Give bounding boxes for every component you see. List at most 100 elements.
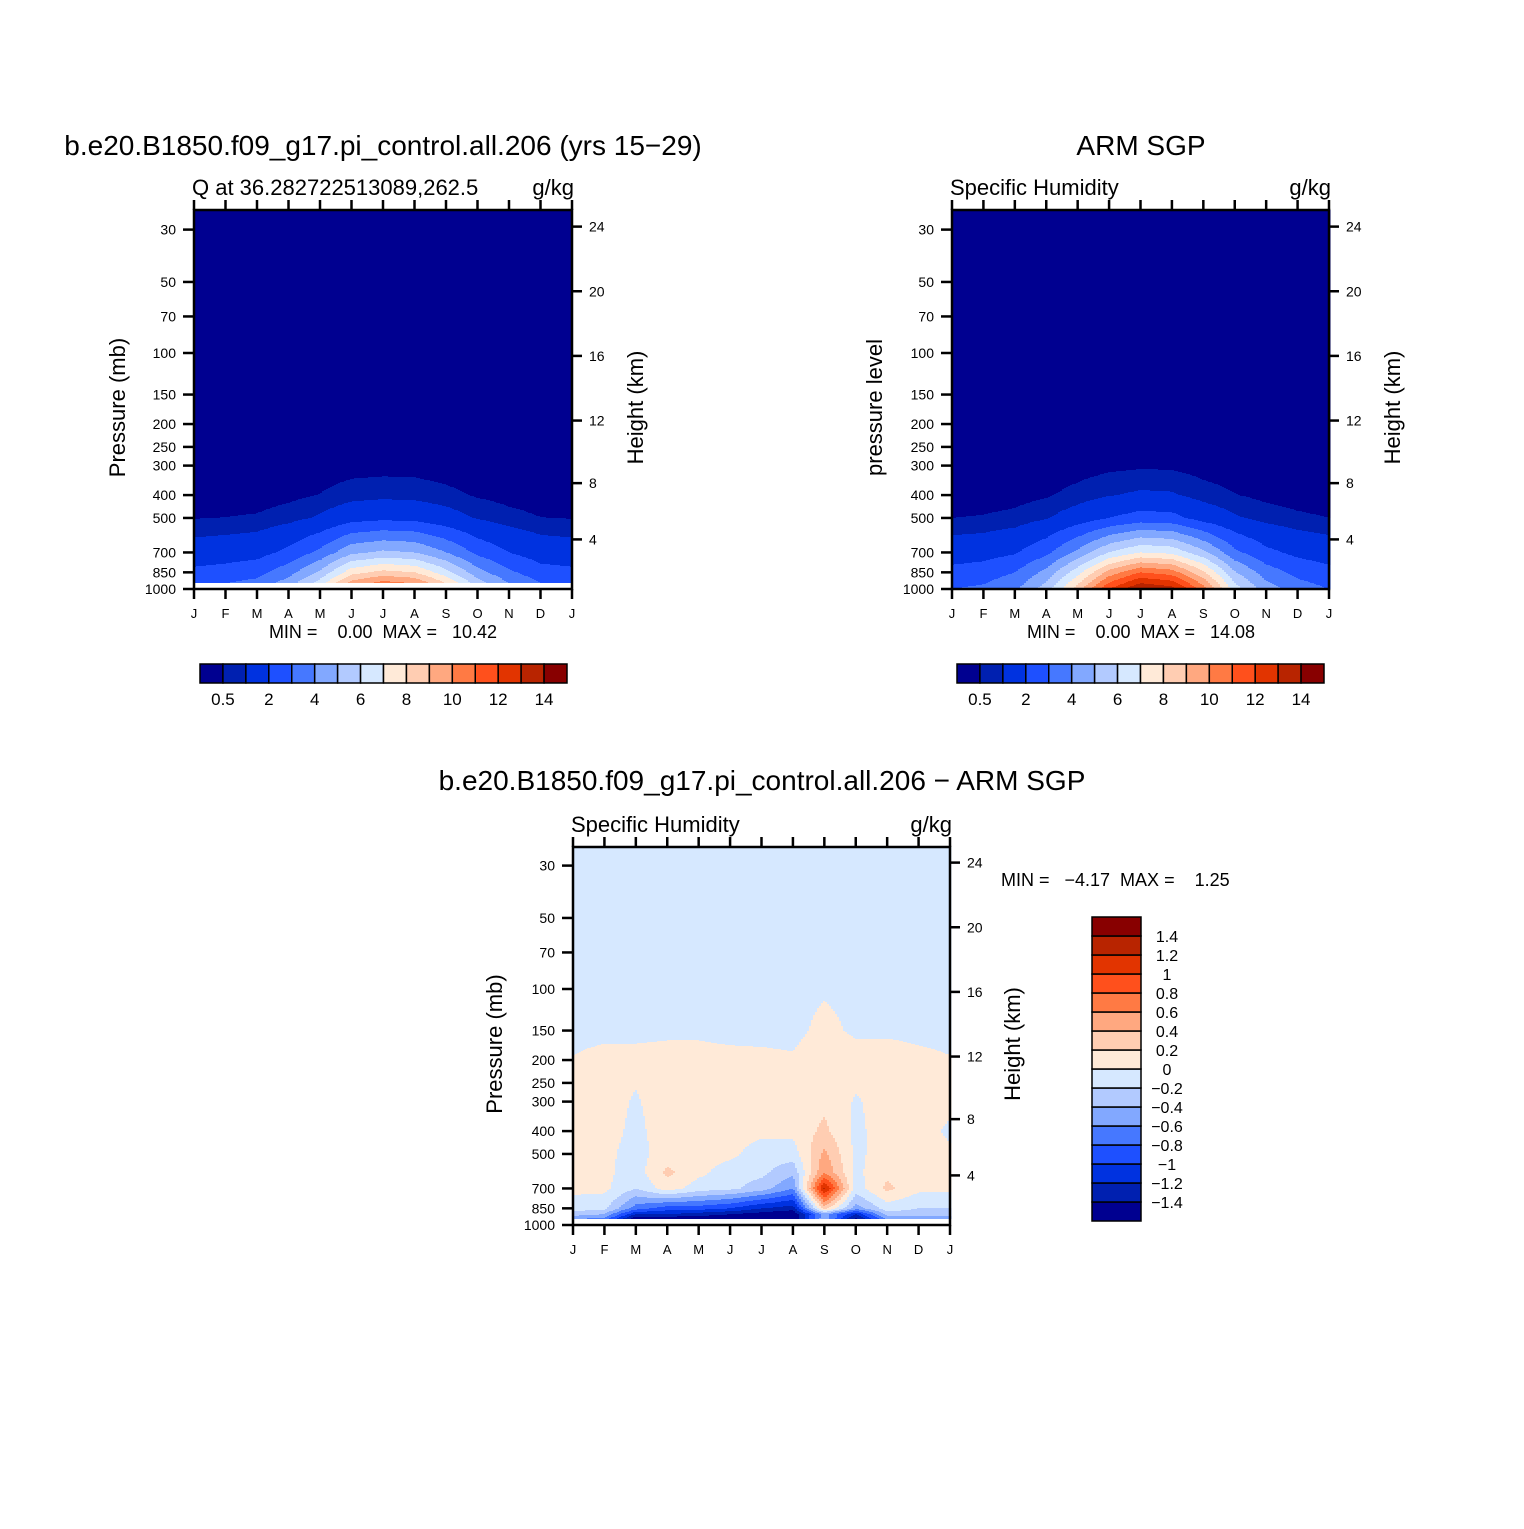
y-tick-label: 70 bbox=[918, 308, 934, 324]
colorbar-box bbox=[1255, 664, 1278, 683]
y-axis-label: pressure level bbox=[862, 339, 887, 476]
y-tick-label: 500 bbox=[153, 510, 177, 526]
colorbar-label: 14 bbox=[1292, 690, 1311, 709]
colorbar-box bbox=[1072, 664, 1095, 683]
colorbar-label: 10 bbox=[1200, 690, 1219, 709]
y2-tick-label: 16 bbox=[1346, 348, 1362, 364]
colorbar-label: 12 bbox=[489, 690, 508, 709]
x-tick-label: J bbox=[1106, 606, 1113, 621]
colorbar-box bbox=[1026, 664, 1049, 683]
colorbar-box bbox=[452, 664, 475, 683]
y2-tick-label: 8 bbox=[1346, 475, 1354, 491]
colorbar-label: 4 bbox=[310, 690, 319, 709]
y2-tick-label: 4 bbox=[589, 531, 597, 547]
colorbar-label: 12 bbox=[1246, 690, 1265, 709]
colorbar-box bbox=[384, 664, 407, 683]
x-tick-label: A bbox=[789, 1242, 798, 1257]
x-tick-label: J bbox=[191, 606, 198, 621]
x-tick-label: A bbox=[1042, 606, 1051, 621]
chart-title: ARM SGP bbox=[1076, 130, 1205, 161]
colorbar-label: 8 bbox=[1159, 690, 1168, 709]
x-tick-label: S bbox=[442, 606, 451, 621]
x-tick-label: S bbox=[820, 1242, 829, 1257]
x-tick-label: D bbox=[1293, 606, 1302, 621]
y-tick-label: 150 bbox=[911, 387, 935, 403]
min-max-label: MIN = 0.00 MAX = 10.42 bbox=[269, 622, 497, 642]
y-tick-label: 200 bbox=[911, 416, 935, 432]
y-tick-label: 30 bbox=[160, 222, 176, 238]
x-tick-label: J bbox=[949, 606, 956, 621]
colorbar-box bbox=[1186, 664, 1209, 683]
colorbar-box bbox=[1278, 664, 1301, 683]
y-tick-label: 100 bbox=[911, 345, 935, 361]
y-tick-label: 400 bbox=[153, 487, 177, 503]
x-tick-label: O bbox=[851, 1242, 861, 1257]
y-tick-label: 700 bbox=[153, 544, 177, 560]
x-tick-label: O bbox=[472, 606, 482, 621]
y2-tick-label: 20 bbox=[589, 283, 605, 299]
colorbar-box bbox=[269, 664, 292, 683]
colorbar-box bbox=[1163, 664, 1186, 683]
y-tick-label: 50 bbox=[918, 274, 934, 290]
y2-tick-label: 20 bbox=[1346, 283, 1362, 299]
min-max-label: MIN = 0.00 MAX = 14.08 bbox=[1027, 622, 1255, 642]
x-tick-label: M bbox=[1009, 606, 1020, 621]
colorbar-box bbox=[980, 664, 1003, 683]
x-tick-label: S bbox=[1199, 606, 1208, 621]
x-tick-label: M bbox=[252, 606, 263, 621]
colorbar-box bbox=[292, 664, 315, 683]
contour-fill bbox=[194, 210, 573, 583]
colorbar-label: 0.5 bbox=[211, 690, 235, 709]
y-tick-label: 200 bbox=[153, 416, 177, 432]
colorbar-box bbox=[544, 664, 567, 683]
x-tick-label: J bbox=[348, 606, 355, 621]
y-tick-label: 150 bbox=[153, 387, 177, 403]
x-tick-label: N bbox=[504, 606, 513, 621]
x-tick-label: J bbox=[727, 1242, 734, 1257]
colorbar-label: 8 bbox=[402, 690, 411, 709]
chart-title: b.e20.B1850.f09_g17.pi_control.all.206 (… bbox=[64, 130, 701, 161]
colorbar-box bbox=[315, 664, 338, 683]
colorbar-box bbox=[1141, 664, 1164, 683]
colorbar-label: 6 bbox=[356, 690, 365, 709]
y-tick-label: 850 bbox=[911, 564, 935, 580]
x-tick-label: J bbox=[1137, 606, 1144, 621]
y2-axis-label: Height (km) bbox=[1380, 351, 1405, 465]
y-tick-label: 500 bbox=[911, 510, 935, 526]
y-tick-label: 1000 bbox=[145, 581, 176, 597]
x-tick-label: N bbox=[1261, 606, 1270, 621]
x-tick-label: F bbox=[600, 1242, 608, 1257]
x-tick-label: J bbox=[570, 1242, 577, 1257]
x-tick-label: A bbox=[410, 606, 419, 621]
colorbar-box bbox=[429, 664, 452, 683]
colorbar-box bbox=[1095, 664, 1118, 683]
x-tick-label: J bbox=[569, 606, 576, 621]
x-tick-label: M bbox=[693, 1242, 704, 1257]
x-tick-label: M bbox=[315, 606, 326, 621]
contour-fill bbox=[573, 847, 952, 1219]
colorbar-box bbox=[1049, 664, 1072, 683]
x-tick-label: D bbox=[536, 606, 545, 621]
colorbar-box bbox=[957, 664, 980, 683]
colorbar-label: 10 bbox=[443, 690, 462, 709]
y-axis-label: Pressure (mb) bbox=[105, 338, 130, 477]
y-tick-label: 700 bbox=[911, 544, 935, 560]
x-tick-label: M bbox=[1072, 606, 1083, 621]
colorbar-box bbox=[1118, 664, 1141, 683]
y-tick-label: 400 bbox=[911, 487, 935, 503]
x-tick-label: N bbox=[882, 1242, 891, 1257]
y-tick-label: 300 bbox=[153, 458, 177, 474]
y2-tick-label: 16 bbox=[589, 348, 605, 364]
y2-axis-label: Height (km) bbox=[623, 351, 648, 465]
chart-subtitle: Q at 36.282722513089,262.5 bbox=[192, 175, 478, 200]
colorbar-box bbox=[223, 664, 246, 683]
x-tick-label: A bbox=[1168, 606, 1177, 621]
y-tick-label: 30 bbox=[918, 222, 934, 238]
colorbar-label: 2 bbox=[264, 690, 273, 709]
